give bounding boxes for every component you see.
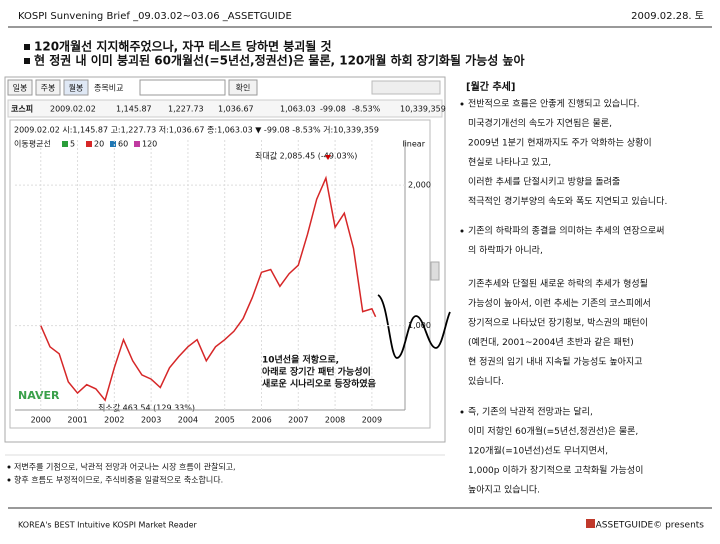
search-box[interactable] (139, 79, 226, 96)
quote-high: 1,227.73 (168, 105, 204, 114)
side-title: [월간 추세] (466, 80, 515, 93)
side-line: 미국경기개선의 속도가 지연됨은 물론, (468, 117, 612, 129)
quote-date: 2009.02.02 (50, 105, 96, 114)
toolbar: 일봉 주봉 월봉 종목비교 확인 (7, 79, 441, 96)
ma-title: 이동평균선 (14, 139, 51, 149)
bullet (24, 58, 30, 64)
scenario-annotation: 새로운 시나리오로 등장하였음 (262, 378, 376, 390)
bullet (24, 44, 30, 50)
ma-label: 60 (118, 140, 128, 149)
side-line: 의 하락파가 아니라, (468, 244, 543, 256)
side-line: 기존의 하락파의 종결을 의미하는 추세의 연장으로써 (468, 225, 664, 237)
x-tick-label: 2008 (325, 416, 345, 425)
header-date: 2009.02.28. 토 (631, 11, 704, 22)
scenario-annotation: 10년선을 저항으로, (262, 354, 339, 366)
tab[interactable] (63, 79, 89, 96)
y-tick-label: 1,000 (408, 321, 431, 330)
ma-label: 20 (94, 140, 104, 149)
tab[interactable] (35, 79, 61, 96)
compare-label: 종목비교 (94, 84, 123, 93)
quote-low: 1,036.67 (218, 105, 254, 114)
footer-left: KOREA's BEST Intuitive KOSPI Market Read… (18, 521, 198, 530)
x-tick-label: 2000 (31, 416, 51, 425)
hand-drawn-scenario (377, 294, 451, 359)
tab-label[interactable]: 월봉 (69, 83, 84, 93)
tab-label[interactable]: 일봉 (13, 84, 28, 93)
side-line: 있습니다. (468, 375, 504, 387)
side-bullet (460, 102, 464, 106)
x-tick-label: 2002 (104, 416, 124, 425)
x-tick-label: 2004 (178, 416, 198, 425)
scroll-handle[interactable] (430, 261, 440, 281)
bullet-text: 120개월선 지지해주었으나, 자꾸 테스트 당하면 붕괴될 것 (34, 39, 332, 54)
side-line: 이미 저항인 60개월(=5년선,정권선)은 물론, (468, 425, 638, 437)
side-line: 기존추세와 단절된 새로운 하락의 추세가 형성될 (468, 278, 648, 290)
quote-close: 1,063.03 (280, 105, 316, 114)
bullet-text: 현 정권 내 이미 붕괴된 60개월선(=5년선,정권선)은 물론, 120개월… (34, 53, 525, 68)
side-line: 1,000p 이하가 장기적으로 고착화될 가능성이 (468, 464, 643, 476)
header-title: KOSPI Sunvening Brief _09.03.02~03.06 _A… (18, 11, 292, 22)
ma-label: 120 (142, 140, 157, 149)
quote-bar (7, 99, 443, 118)
footer-right: ASSETGUIDE© presents (596, 521, 705, 531)
confirm-button[interactable] (228, 79, 258, 96)
side-line: (예컨대, 2001~2004년 초반과 같은 패턴) (468, 336, 634, 348)
x-tick-label: 2001 (67, 416, 87, 425)
scenario-annotation: 아래로 장기간 패턴 가능성이 (262, 366, 371, 378)
logo (586, 519, 595, 528)
watermark: NAVER (18, 389, 60, 402)
side-line: 장기적으로 나타났던 장기횡보, 박스권의 패턴이 (468, 317, 648, 329)
side-bullet (460, 229, 464, 233)
note-bullet (7, 465, 11, 469)
quote-open: 1,145.87 (116, 105, 152, 114)
y-tick-label: 2,000 (408, 181, 431, 190)
side-line: 현실로 나타나고 있고, (468, 156, 551, 168)
side-line: 적극적인 경기부양의 속도와 폭도 지연되고 있습니다. (468, 195, 667, 207)
side-line: 즉, 기존의 낙관적 전망과는 달리, (468, 406, 593, 418)
ma-swatch (134, 141, 140, 147)
ma-swatch (86, 141, 92, 147)
note-bullet (7, 478, 11, 482)
scale-label: linear (402, 140, 425, 149)
side-line: 2009년 1분기 현재까지도 주가 악화하는 상황이 (468, 137, 652, 149)
tab[interactable] (7, 79, 33, 96)
side-line: 현 정권의 임기 내내 지속될 가능성도 높아지고 (468, 356, 643, 368)
side-line: 이러한 추세를 단절시키고 방향을 돌려줄 (468, 176, 620, 188)
side-bullet (460, 410, 464, 414)
confirm-label[interactable]: 확인 (236, 83, 251, 93)
quote-change: -99.08 (320, 105, 346, 114)
ma-label: 5 (70, 140, 75, 149)
quote-volume: 10,339,359 (400, 105, 446, 114)
max-arrow (325, 155, 331, 160)
x-tick-label: 2003 (141, 416, 161, 425)
side-line: 전반적으로 흐름은 안좋게 진행되고 있습니다. (468, 98, 640, 110)
side-text: 전반적으로 흐름은 안좋게 진행되고 있습니다. 미국경기개선의 속도가 지연됨은… (460, 98, 667, 496)
ma-swatch (110, 141, 116, 147)
note: 향후 흐름도 부정적이므로, 주식비중을 일괄적으로 축소합니다. (14, 475, 223, 485)
side-line: 가능성이 높아서, 이런 추세는 기존의 코스피에서 (468, 298, 651, 309)
note: 저변주를 기점으로, 낙관적 전망과 어긋나는 시장 흐름이 관찰되고, (14, 462, 236, 472)
quote-rate: -8.53% (352, 105, 381, 114)
price-line (40, 175, 377, 402)
x-tick-label: 2006 (251, 416, 271, 425)
side-line: 120개월(=10년선)선도 무너지면서, (468, 445, 608, 457)
chart-info: 2009.02.02 시:1,145.87 고:1,227.73 저:1,036… (14, 126, 379, 135)
x-tick-label: 2009 (362, 416, 382, 425)
x-tick-label: 2005 (215, 416, 235, 425)
chart-marks: 5 20 60 120 2000 2001 2002 2003 2004 2005 2006 2007… (15, 140, 431, 425)
max-annotation: 최대값 2,085.45 (-49.03%) (255, 151, 357, 161)
plot-frame (9, 119, 431, 429)
tab-label[interactable]: 주봉 (41, 84, 56, 93)
min-annotation: 최소값 463.54 (129.33%) (98, 403, 195, 413)
ma-swatch (62, 141, 68, 147)
tool-icons[interactable] (371, 80, 441, 95)
side-line: 높아지고 있습니다. (468, 484, 540, 496)
x-tick-label: 2007 (288, 416, 308, 425)
quote-name: 코스피 (11, 104, 33, 114)
